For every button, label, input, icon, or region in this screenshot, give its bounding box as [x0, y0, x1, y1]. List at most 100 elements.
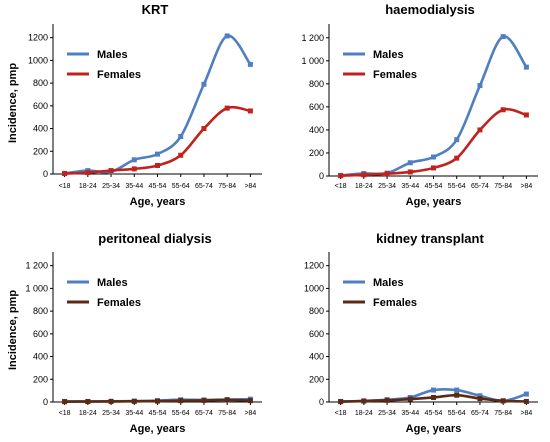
- x-tick-label: 75-84: [494, 410, 512, 417]
- y-axis-label: Incidence, pmp: [7, 63, 19, 143]
- data-point: [454, 392, 460, 398]
- data-point: [361, 398, 367, 404]
- y-tick-label: 600: [33, 329, 48, 339]
- data-point: [155, 151, 160, 157]
- chart-panel-kidney-transplant: kidney transplant 0 200 400 600 800 1000 1200 <1…: [304, 231, 538, 435]
- x-tick-label: <18: [335, 410, 347, 417]
- data-point: [201, 81, 207, 87]
- x-tick-label: <18: [335, 183, 347, 190]
- data-point: [131, 398, 137, 404]
- data-point: [247, 398, 253, 404]
- x-tick-label: 35-44: [401, 183, 419, 190]
- series-females: [62, 397, 253, 405]
- x-tick-label: 65-74: [195, 410, 213, 417]
- legend-label: Males: [97, 49, 128, 61]
- data-point: [62, 171, 68, 177]
- chart-title: KRT: [142, 2, 169, 17]
- x-tick-label: 18-24: [355, 183, 373, 190]
- y-tick-label: 1 000: [25, 283, 48, 293]
- x-tick-label: <18: [59, 410, 71, 417]
- x-tick-label: 75-84: [218, 410, 236, 417]
- data-point: [407, 396, 413, 402]
- data-point: [108, 398, 114, 404]
- data-point: [361, 172, 367, 178]
- x-tick-label: 25-34: [378, 183, 396, 190]
- data-point: [178, 152, 184, 158]
- data-point: [477, 127, 483, 133]
- data-point: [500, 34, 506, 40]
- data-point: [454, 155, 460, 161]
- data-point: [62, 399, 68, 405]
- data-point: [384, 171, 390, 177]
- data-point: [201, 397, 207, 403]
- data-point: [155, 162, 160, 168]
- data-point: [384, 397, 390, 403]
- x-tick-label: 18-24: [79, 410, 97, 417]
- y-tick-label: 400: [33, 352, 48, 362]
- x-tick-label: >84: [520, 410, 532, 417]
- data-point: [477, 396, 483, 402]
- chart-panel-krt: KRT 0 200 400 600 800 1000 1200 <18 18-24 25-34 35-…: [7, 2, 262, 208]
- data-point: [338, 173, 344, 179]
- data-point: [523, 64, 529, 70]
- y-tick-label: 800: [33, 306, 48, 316]
- x-tick-label: 45-54: [149, 183, 167, 190]
- data-point: [247, 61, 253, 67]
- data-point: [178, 398, 184, 404]
- chart-title: kidney transplant: [376, 231, 484, 246]
- x-tick-label: 35-44: [125, 410, 143, 417]
- x-tick-label: 55-64: [448, 410, 466, 417]
- series-females: [62, 105, 253, 177]
- data-point: [500, 107, 506, 113]
- y-tick-label: 0: [43, 397, 48, 407]
- y-tick-label: 200: [309, 374, 324, 384]
- x-tick-label: >84: [244, 410, 256, 417]
- x-axis-label: Age, years: [406, 196, 462, 208]
- data-point: [85, 399, 91, 405]
- legend-label: Females: [373, 297, 417, 309]
- series-females: [338, 107, 529, 179]
- x-tick-label: 35-44: [401, 410, 419, 417]
- chart-panel-peritoneal-dialysis: peritoneal dialysis 0 200 400 600 800 1 000 1 2…: [7, 231, 262, 435]
- data-point: [407, 160, 413, 166]
- y-tick-label: 1200: [304, 261, 324, 271]
- y-tick-label: 0: [319, 397, 324, 407]
- legend-label: Females: [97, 297, 141, 309]
- data-point: [224, 105, 230, 111]
- y-tick-label: 400: [309, 125, 324, 135]
- y-tick-label: 1200: [28, 33, 48, 43]
- series-males: [338, 34, 529, 179]
- x-axis-label: Age, years: [406, 423, 462, 435]
- x-tick-label: 55-64: [172, 183, 190, 190]
- x-axis-label: Age, years: [130, 423, 186, 435]
- legend-label: Males: [373, 49, 404, 61]
- data-point: [454, 387, 460, 393]
- y-tick-label: 1 000: [301, 56, 324, 66]
- series-males: [62, 33, 253, 176]
- chart-panel-haemodialysis: haemodialysis 0 200 400 600 800 1 000 1 200 <18 1…: [301, 2, 538, 208]
- y-tick-label: 800: [309, 79, 324, 89]
- y-tick-label: 800: [33, 78, 48, 88]
- y-tick-label: 200: [33, 146, 48, 156]
- x-tick-label: 45-54: [425, 410, 443, 417]
- x-tick-label: 55-64: [448, 183, 466, 190]
- data-point: [85, 170, 91, 176]
- y-tick-label: 600: [33, 101, 48, 111]
- data-point: [155, 398, 160, 404]
- x-tick-label: 18-24: [355, 410, 373, 417]
- y-tick-label: 200: [309, 148, 324, 158]
- y-tick-label: 600: [309, 102, 324, 112]
- x-tick-label: 18-24: [79, 183, 97, 190]
- series-females: [338, 392, 529, 405]
- data-point: [523, 398, 529, 404]
- data-point: [407, 169, 413, 175]
- data-point: [131, 166, 137, 172]
- data-point: [431, 387, 436, 393]
- y-tick-label: 1 200: [301, 33, 324, 43]
- chart-title: haemodialysis: [385, 2, 475, 17]
- data-point: [431, 394, 436, 400]
- x-tick-label: 65-74: [471, 183, 489, 190]
- y-tick-label: 600: [309, 329, 324, 339]
- y-tick-label: 1000: [28, 55, 48, 65]
